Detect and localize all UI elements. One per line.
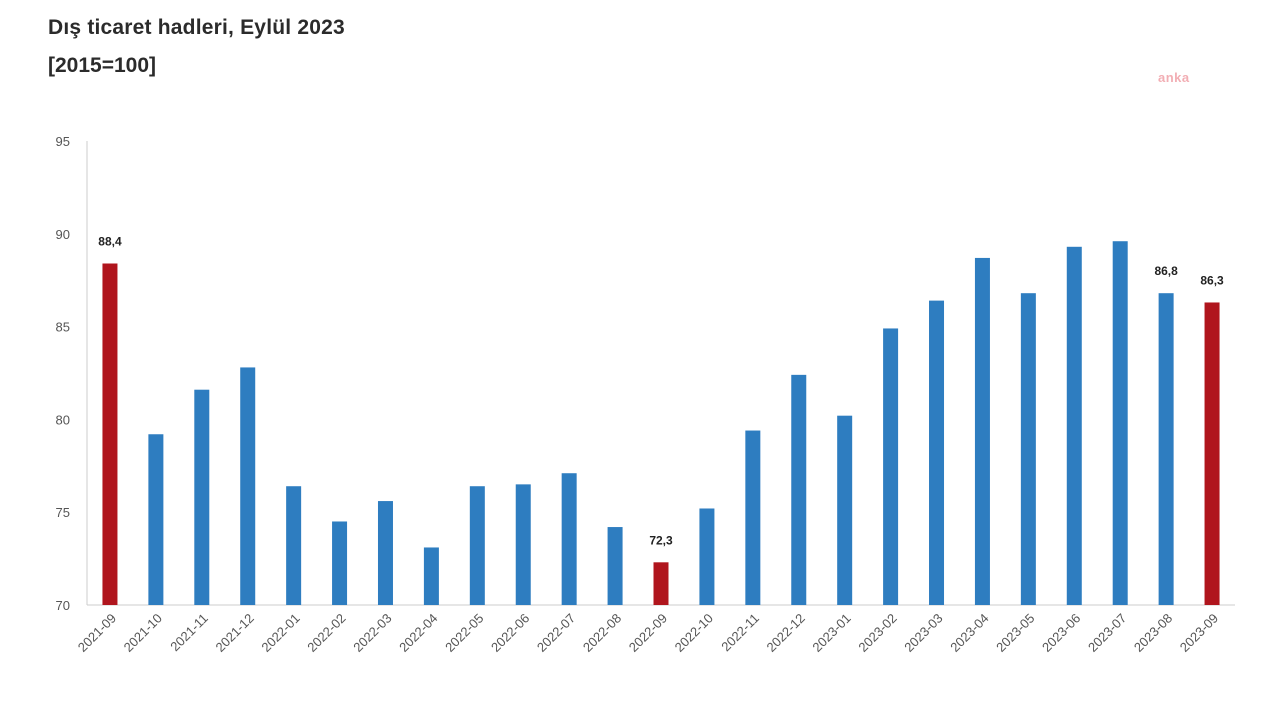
bar xyxy=(515,484,531,605)
x-tick-label: 2022-04 xyxy=(396,611,440,655)
chart-title: Dış ticaret hadleri, Eylül 2023 xyxy=(48,16,345,39)
bar xyxy=(332,521,348,605)
y-tick-label: 95 xyxy=(56,134,70,149)
x-tick-label: 2021-09 xyxy=(75,611,119,655)
x-tick-label: 2021-11 xyxy=(167,611,211,655)
x-tick-label: 2022-11 xyxy=(718,611,762,655)
x-tick-label: 2022-09 xyxy=(626,611,670,655)
x-tick-label: 2022-08 xyxy=(580,611,624,655)
bar xyxy=(561,473,577,605)
x-tick-label: 2022-07 xyxy=(534,611,578,655)
watermark-logo: anka xyxy=(1158,70,1190,85)
x-tick-label: 2022-03 xyxy=(350,611,394,655)
bar xyxy=(745,430,761,605)
bar xyxy=(699,508,715,605)
bar xyxy=(929,300,945,605)
bar xyxy=(240,367,256,605)
bar xyxy=(469,486,485,605)
bar xyxy=(148,434,164,605)
x-tick-label: 2022-02 xyxy=(304,611,348,655)
data-label: 72,3 xyxy=(649,533,673,547)
bar xyxy=(837,415,853,605)
bar xyxy=(423,547,439,605)
bar xyxy=(1066,246,1082,606)
x-tick-label: 2022-10 xyxy=(672,611,716,655)
data-label: 86,3 xyxy=(1200,273,1224,287)
x-tick-label: 2021-12 xyxy=(212,611,256,655)
x-tick-label: 2023-06 xyxy=(1039,611,1083,655)
bar xyxy=(1204,302,1220,605)
x-tick-label: 2023-02 xyxy=(855,611,899,655)
bar xyxy=(377,501,393,605)
x-tick-label: 2023-04 xyxy=(947,611,991,655)
x-tick-label: 2023-08 xyxy=(1131,611,1175,655)
x-tick-label: 2022-06 xyxy=(488,611,532,655)
y-tick-label: 75 xyxy=(56,505,70,520)
bar xyxy=(1158,293,1174,605)
bar xyxy=(607,527,623,605)
x-tick-label: 2023-01 xyxy=(809,611,853,655)
bar xyxy=(102,263,118,605)
bar xyxy=(194,389,210,605)
y-tick-label: 90 xyxy=(56,227,70,242)
y-tick-label: 70 xyxy=(56,598,70,613)
bar xyxy=(791,374,807,605)
data-label: 86,8 xyxy=(1154,264,1178,278)
x-tick-label: 2021-10 xyxy=(121,611,165,655)
bar xyxy=(883,328,899,605)
chart-subtitle: [2015=100] xyxy=(48,54,157,77)
bar xyxy=(286,486,302,605)
x-tick-label: 2023-03 xyxy=(901,611,945,655)
x-tick-label: 2022-01 xyxy=(258,611,302,655)
x-tick-label: 2022-12 xyxy=(764,611,808,655)
bar xyxy=(653,562,669,605)
bar xyxy=(974,257,990,605)
data-label: 88,4 xyxy=(98,234,122,248)
y-tick-label: 80 xyxy=(56,412,70,427)
x-tick-label: 2023-05 xyxy=(993,611,1037,655)
x-tick-label: 2023-09 xyxy=(1177,611,1221,655)
x-tick-label: 2023-07 xyxy=(1085,611,1129,655)
y-tick-label: 85 xyxy=(56,320,70,335)
bar xyxy=(1020,293,1036,605)
bar xyxy=(1112,241,1128,605)
x-tick-label: 2022-05 xyxy=(442,611,486,655)
